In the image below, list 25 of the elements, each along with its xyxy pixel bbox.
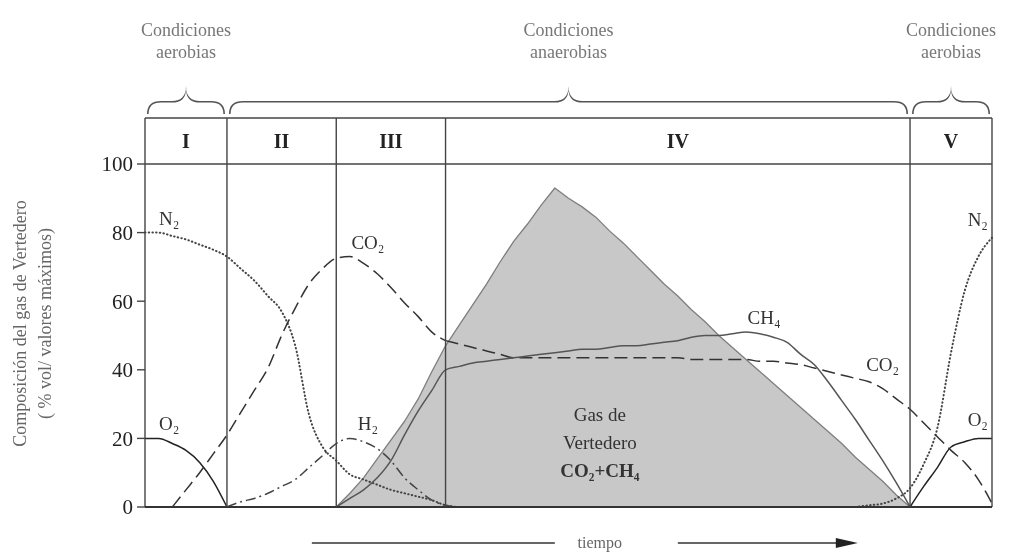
x-tick-label: V <box>943 130 959 152</box>
y-axis-title: Composición del gas de Vertedero ( % vol/ valores máximos) <box>10 200 56 447</box>
series-label: CO₂ <box>866 353 900 375</box>
text: Condiciones aerobias <box>140 20 231 62</box>
y-tick-label: 80 <box>112 220 133 245</box>
series-label: H₂ <box>357 413 379 435</box>
x-axis-title: tiempo <box>577 534 623 552</box>
x-tick-label: I <box>182 130 191 152</box>
text: Condiciones aerobias <box>906 20 997 62</box>
y-tick-label: 60 <box>112 289 133 314</box>
text: N₂ <box>967 208 988 230</box>
y-tick-label: 20 <box>112 426 133 451</box>
y-tick-label: 0 <box>122 495 133 520</box>
x-tick-label: III <box>379 130 403 152</box>
series-label: Gas de Vertedero CO₂+CH₄ <box>560 403 640 481</box>
series-label: CH₄ <box>747 307 781 329</box>
series-label: N₂ <box>159 207 180 229</box>
y-tick-label: 100 <box>101 152 133 177</box>
text: O₂ <box>967 409 988 431</box>
series-label: O₂ <box>159 413 180 435</box>
text: Condiciones anaerobias <box>523 20 614 62</box>
y-tick-label: 40 <box>112 358 133 383</box>
series-label: CO₂ <box>351 231 385 253</box>
x-tick-label: IV <box>666 130 690 152</box>
x-tick-label: II <box>273 130 290 152</box>
